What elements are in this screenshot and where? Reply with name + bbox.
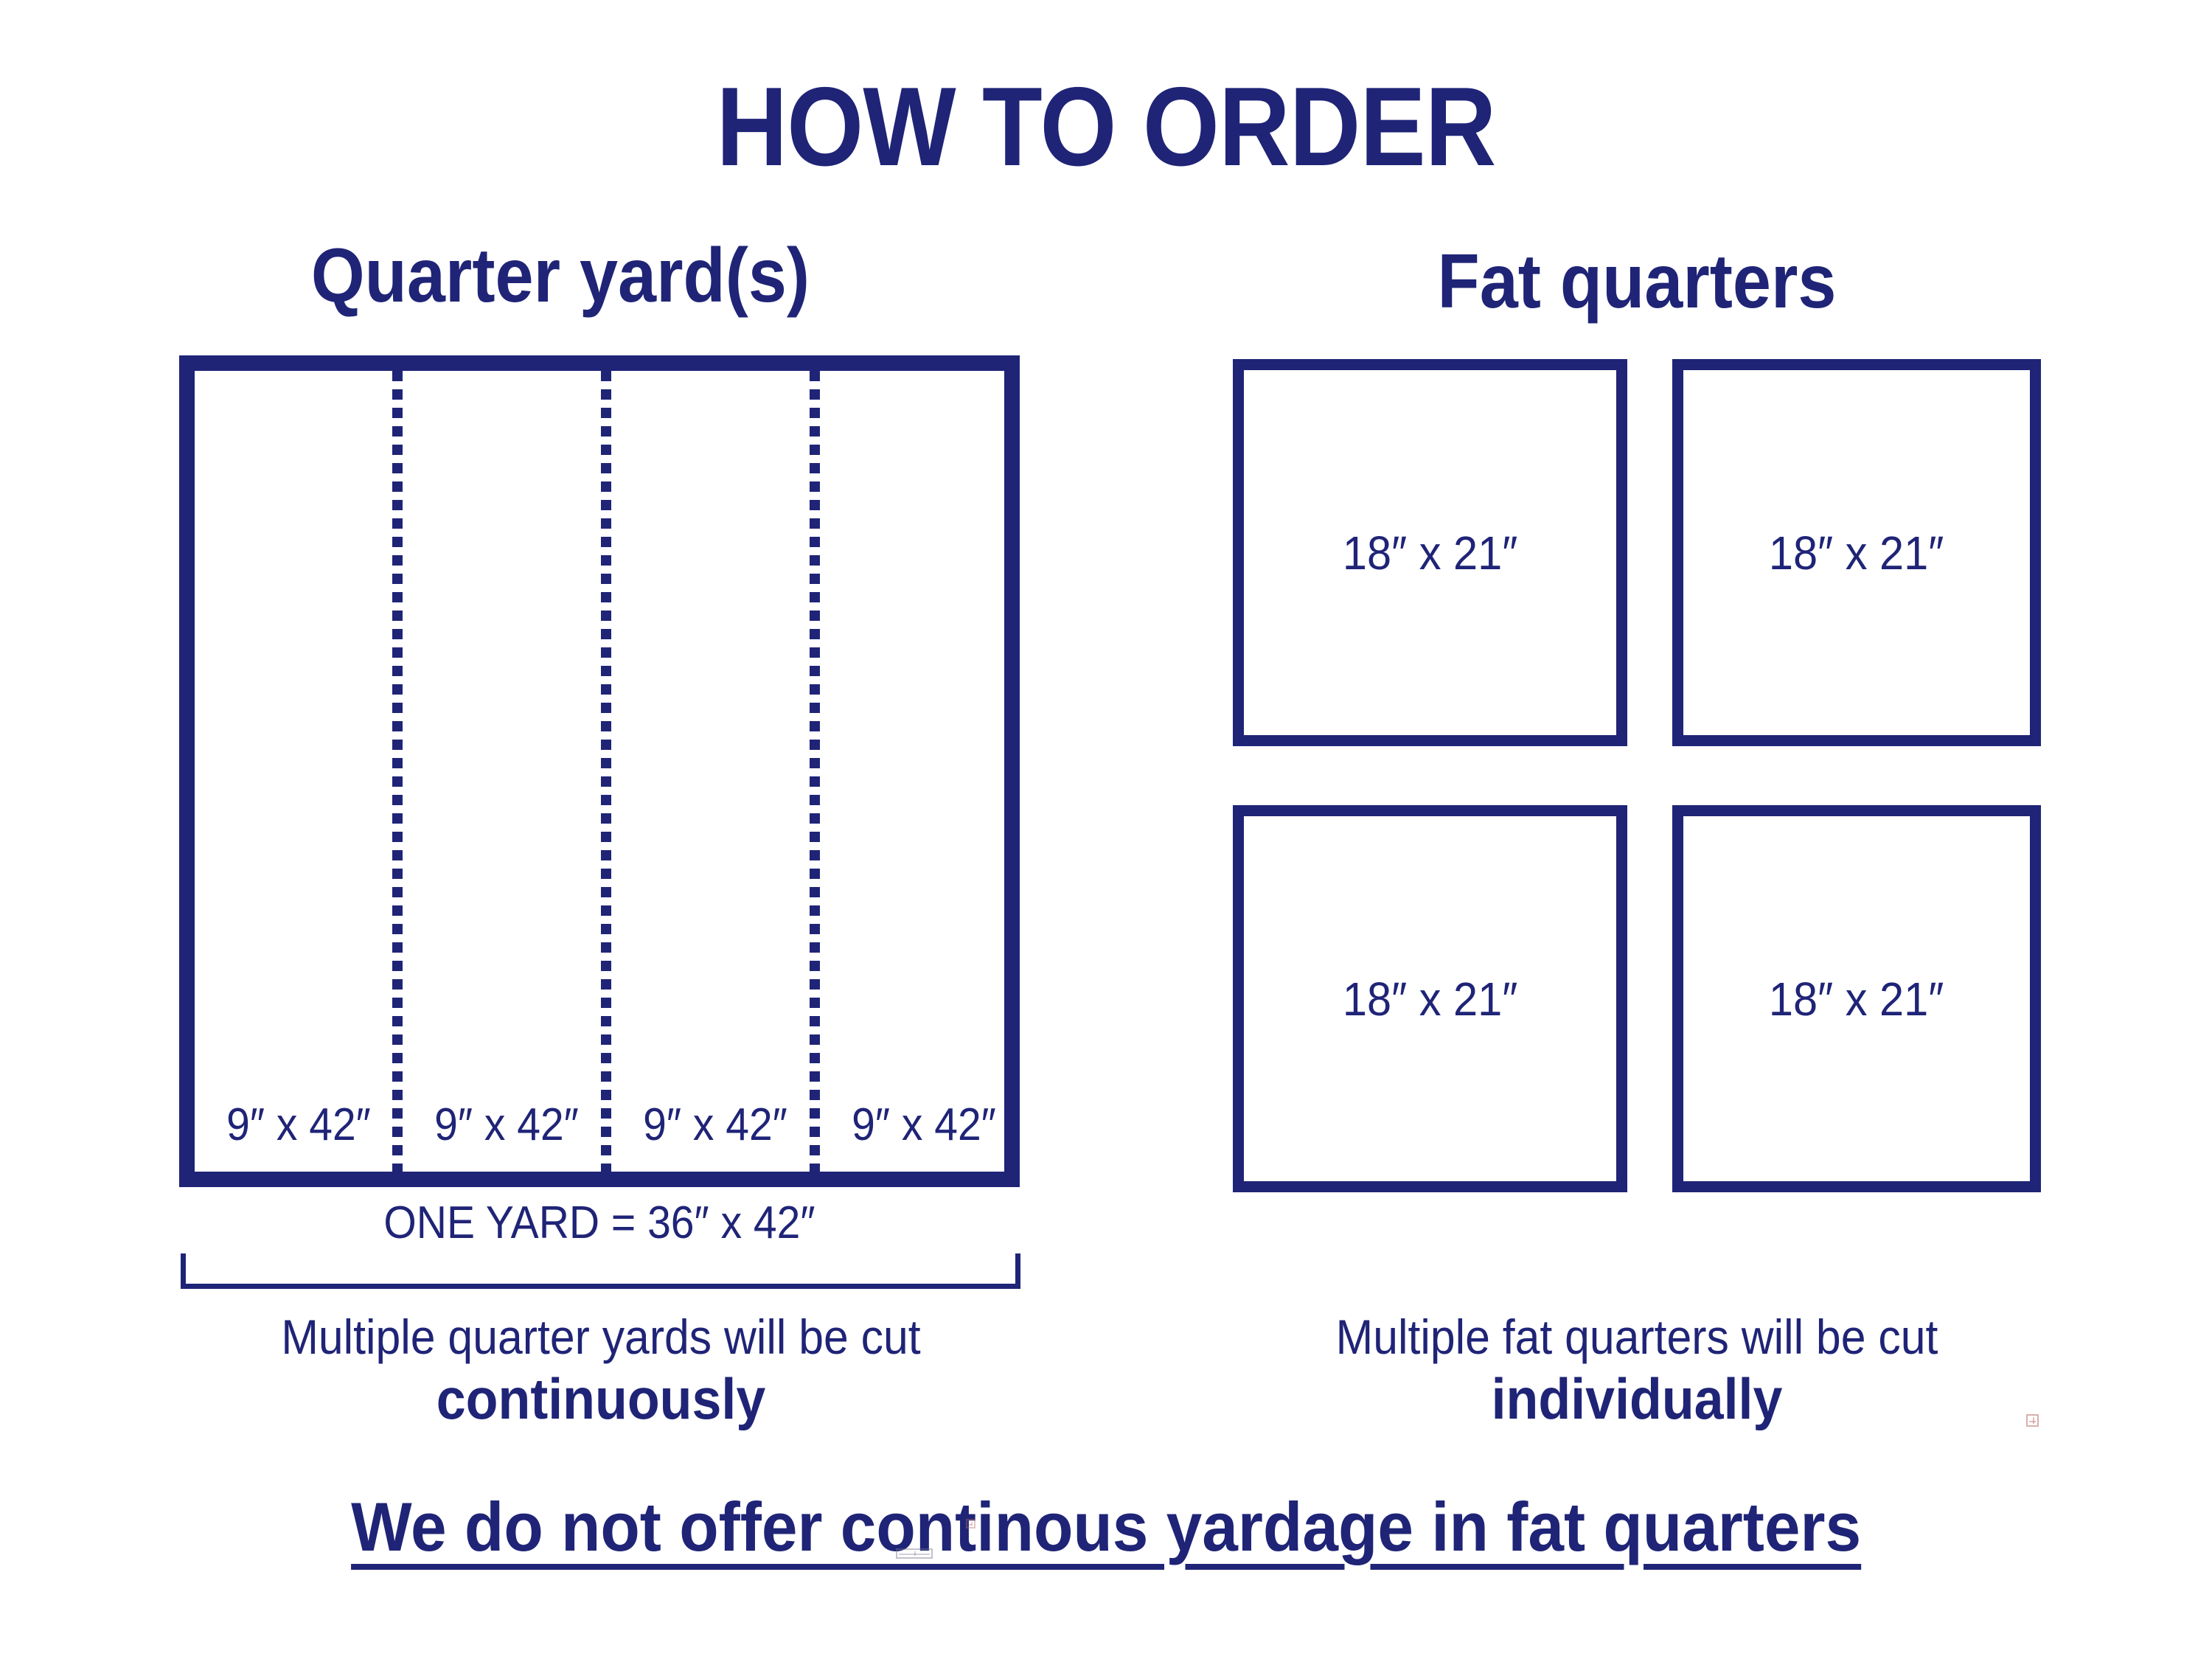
one-yard-measurement-label: ONE YARD = 36″ x 42″: [383, 1197, 815, 1248]
fat-quarter-box: 18″ x 21″: [1233, 805, 1627, 1192]
quarter-yard-heading: Quarter yard(s): [310, 233, 810, 319]
quarter-yard-diagram: 9″ x 42″ 9″ x 42″ 9″ x 42″ 9″ x 42″: [179, 355, 1020, 1187]
bottom-disclaimer: We do not offer continous yardage in fat…: [0, 1492, 2212, 1562]
fat-quarters-caption-line-1: Multiple fat quarters will be cut: [1335, 1310, 1938, 1364]
fat-quarter-label: 18″ x 21″: [1342, 972, 1518, 1026]
yard-divider-dotted-line: [392, 371, 403, 1172]
bracket-end-tick-right: [1015, 1253, 1020, 1289]
fat-quarters-caption: Multiple fat quarters will be cut indivi…: [1224, 1309, 2050, 1432]
fat-quarter-label: 18″ x 21″: [1342, 526, 1518, 580]
quarter-yard-caption-line-1: Multiple quarter yards will be cut: [281, 1310, 921, 1364]
fat-quarter-box: 18″ x 21″: [1672, 359, 2041, 746]
scan-artifact: [966, 1519, 975, 1528]
bracket-end-tick-left: [181, 1253, 186, 1289]
scan-artifact: [896, 1548, 933, 1559]
quarter-yard-caption: Multiple quarter yards will be cut conti…: [118, 1309, 1084, 1432]
fat-quarters-caption-emphasis: individually: [1491, 1366, 1783, 1431]
quarter-yard-cell-label: 9″ x 42″: [434, 1099, 579, 1150]
quarter-yard-cell-label: 9″ x 42″: [643, 1099, 787, 1150]
fat-quarter-label: 18″ x 21″: [1769, 972, 1944, 1026]
yard-divider-dotted-line: [601, 371, 611, 1172]
quarter-yard-cell-label: 9″ x 42″: [226, 1099, 371, 1150]
quarter-yard-cell-label: 9″ x 42″: [852, 1099, 996, 1150]
scan-artifact: [2026, 1414, 2039, 1427]
bottom-disclaimer-text: We do not offer continous yardage in fat…: [350, 1488, 1862, 1565]
one-yard-bracket: [181, 1253, 1020, 1289]
page-title: HOW TO ORDER: [716, 64, 1496, 189]
quarter-yard-caption-emphasis: continuously: [436, 1366, 766, 1431]
fat-quarter-label: 18″ x 21″: [1769, 526, 1944, 580]
bracket-horizontal-line: [181, 1284, 1020, 1289]
fat-quarters-heading: Fat quarters: [1437, 239, 1837, 324]
fat-quarter-box: 18″ x 21″: [1233, 359, 1627, 746]
yard-divider-dotted-line: [810, 371, 820, 1172]
fat-quarter-box: 18″ x 21″: [1672, 805, 2041, 1192]
